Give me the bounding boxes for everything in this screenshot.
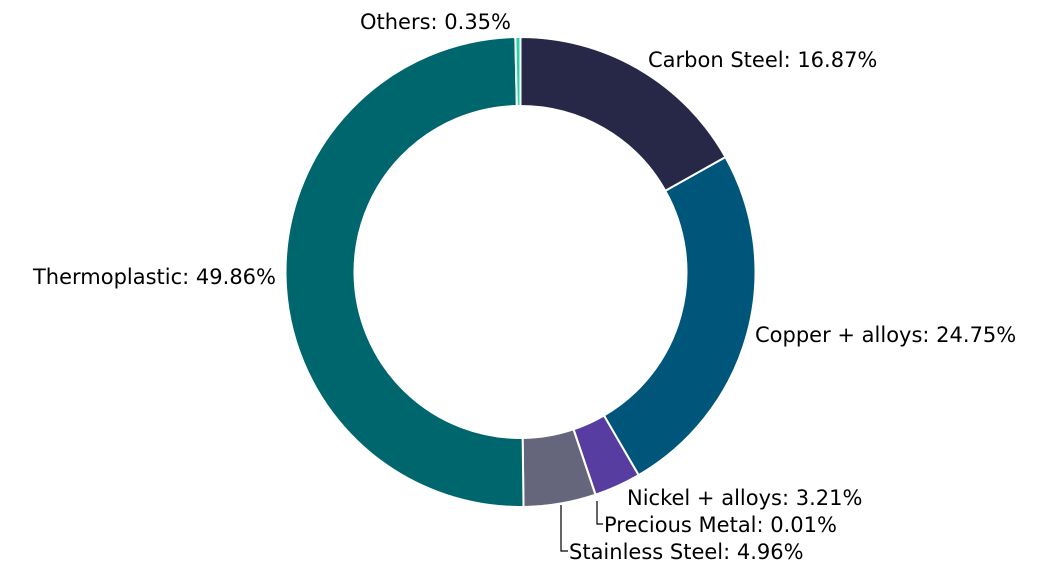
label-copper-alloys: Copper + alloys: 24.75% bbox=[755, 323, 1016, 347]
leader-line-precious-metal bbox=[596, 501, 603, 525]
label-stainless-steel: Stainless Steel: 4.96% bbox=[569, 540, 804, 564]
leader-lines-layer bbox=[560, 501, 603, 552]
slices-layer bbox=[284, 35, 757, 508]
slice-others bbox=[514, 35, 522, 108]
slice-thermoplastic bbox=[284, 36, 525, 508]
label-others: Others: 0.35% bbox=[360, 10, 511, 34]
label-carbon-steel: Carbon Steel: 16.87% bbox=[648, 48, 877, 72]
labels-layer: Carbon Steel: 16.87% Copper + alloys: 24.… bbox=[32, 10, 1016, 564]
label-thermoplastic: Thermoplastic: 49.86% bbox=[32, 265, 276, 289]
slice-copper-alloys bbox=[602, 155, 757, 477]
label-nickel-alloys: Nickel + alloys: 3.21% bbox=[627, 486, 862, 510]
label-precious-metal: Precious Metal: 0.01% bbox=[604, 513, 837, 537]
leader-line-stainless-steel bbox=[560, 505, 568, 552]
